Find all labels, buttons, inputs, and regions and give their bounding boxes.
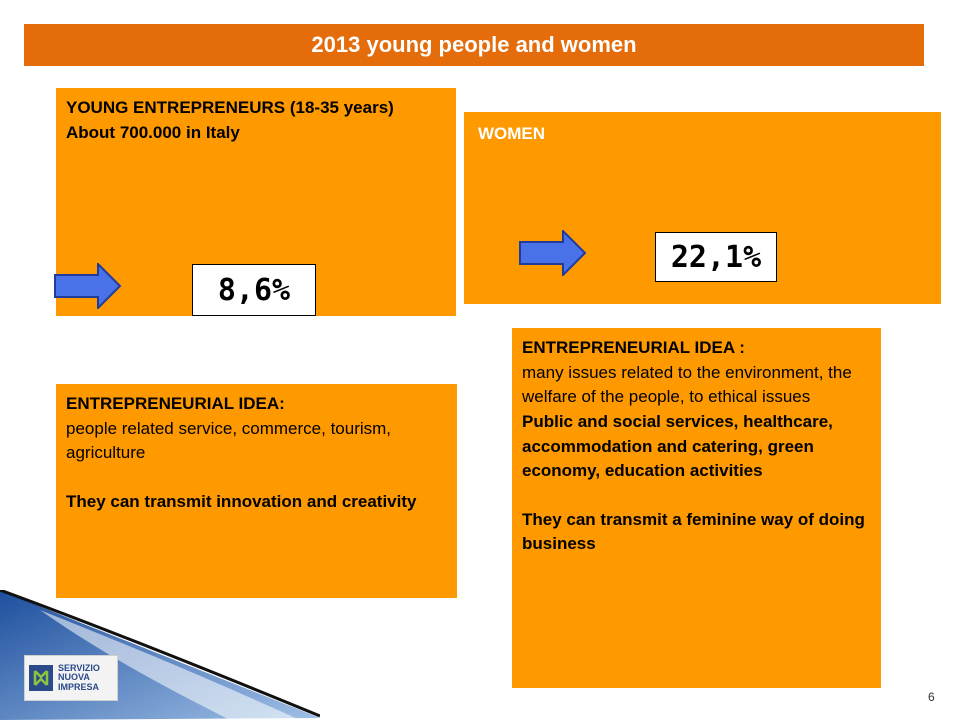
logo-mark-icon: [29, 665, 53, 691]
right-arrow-icon: [519, 230, 587, 276]
young-idea-note: They can transmit innovation and creativ…: [66, 491, 417, 511]
women-idea-text: many issues related to the environment, …: [522, 362, 852, 407]
women-idea-box: ENTREPRENEURIAL IDEA : many issues relat…: [512, 328, 881, 688]
slide-title: 2013 young people and women: [24, 24, 924, 66]
logo-line-2: NUOVA: [58, 672, 90, 683]
logo-line-1: SERVIZIO: [58, 662, 100, 673]
women-idea-note: They can transmit a feminine way of doin…: [522, 509, 865, 554]
women-percentage: 22,1%: [655, 232, 777, 282]
logo-line-3: IMPRESA: [58, 681, 100, 692]
young-subheading: About 700.000 in Italy: [66, 122, 240, 142]
young-idea-label: ENTREPRENEURIAL IDEA:: [66, 394, 285, 413]
women-idea-label: ENTREPRENEURIAL IDEA :: [522, 338, 745, 357]
young-percentage: 8,6%: [192, 264, 316, 316]
women-heading: WOMEN: [478, 124, 546, 143]
women-idea-sectors: Public and social services, healthcare, …: [522, 411, 833, 481]
servizio-nuova-impresa-logo: SERVIZIO NUOVA IMPRESA: [24, 655, 118, 701]
page-number: 6: [928, 690, 935, 704]
right-arrow-icon: [54, 263, 122, 309]
young-idea-text: people related service, commerce, touris…: [66, 418, 392, 463]
young-idea-box: ENTREPRENEURIAL IDEA: people related ser…: [56, 384, 457, 598]
young-heading: YOUNG ENTREPRENEURS (18-35 years): [66, 98, 394, 117]
